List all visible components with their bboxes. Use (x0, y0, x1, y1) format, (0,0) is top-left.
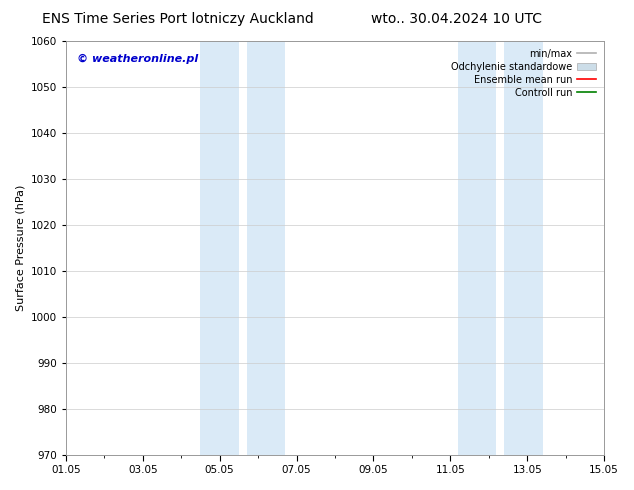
Text: ENS Time Series Port lotniczy Auckland: ENS Time Series Port lotniczy Auckland (42, 12, 313, 26)
Bar (247, 41, 285, 455)
Bar (458, 41, 496, 455)
Bar (504, 41, 543, 455)
Text: wto.. 30.04.2024 10 UTC: wto.. 30.04.2024 10 UTC (371, 12, 542, 26)
Bar (200, 41, 239, 455)
Text: © weatheronline.pl: © weatheronline.pl (77, 53, 198, 64)
Legend: min/max, Odchylenie standardowe, Ensemble mean run, Controll run: min/max, Odchylenie standardowe, Ensembl… (448, 46, 599, 100)
Y-axis label: Surface Pressure (hPa): Surface Pressure (hPa) (15, 185, 25, 311)
